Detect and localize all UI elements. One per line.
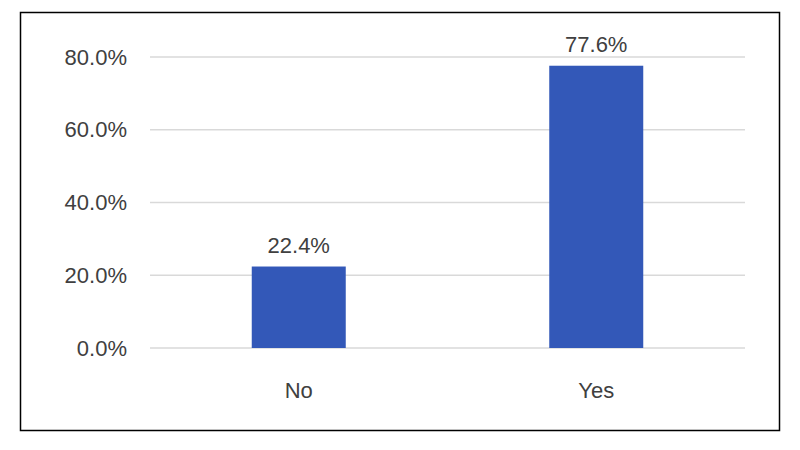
grid-line	[150, 129, 745, 130]
grid-line	[150, 56, 745, 57]
chart-frame	[21, 13, 780, 431]
y-tick-label: 80.0%	[65, 45, 127, 70]
bars	[252, 66, 644, 348]
data-label: 22.4%	[268, 233, 330, 258]
data-labels: 22.4% 77.6%	[268, 32, 628, 258]
bar	[252, 267, 346, 348]
y-tick-labels: 0.0% 20.0% 40.0% 60.0% 80.0%	[65, 45, 127, 361]
grid-line	[150, 347, 745, 348]
x-tick-labels: No Yes	[285, 378, 615, 403]
y-tick-label: 40.0%	[65, 190, 127, 215]
y-tick-label: 60.0%	[65, 117, 127, 142]
grid	[150, 57, 745, 348]
chart-svg: 0.0% 20.0% 40.0% 60.0% 80.0% 22.4% 77.6% No Yes	[0, 0, 800, 450]
x-tick-label: Yes	[578, 378, 614, 403]
chart-container: 0.0% 20.0% 40.0% 60.0% 80.0% 22.4% 77.6% No Yes	[0, 0, 800, 450]
bar	[549, 66, 643, 348]
grid-line	[150, 202, 745, 203]
y-tick-label: 20.0%	[65, 263, 127, 288]
y-tick-label: 0.0%	[77, 336, 127, 361]
data-label: 77.6%	[565, 32, 627, 57]
grid-line	[150, 275, 745, 276]
x-tick-label: No	[285, 378, 313, 403]
